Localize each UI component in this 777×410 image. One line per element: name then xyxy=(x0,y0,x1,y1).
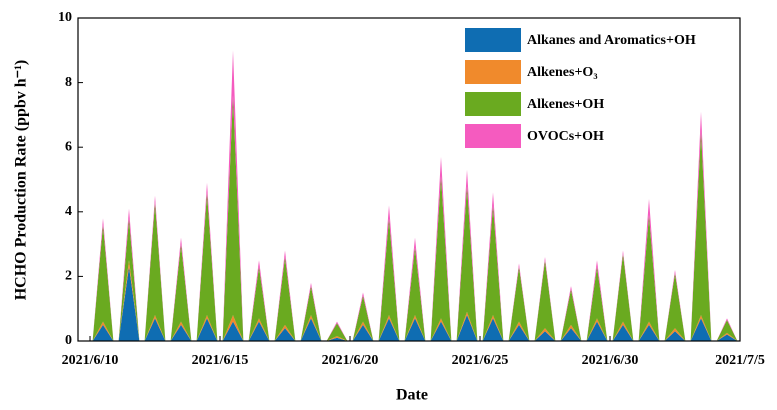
area-segment xyxy=(274,257,296,341)
area-segment xyxy=(144,202,166,341)
area-segment xyxy=(690,318,712,341)
legend-label: OVOCs+OH xyxy=(527,129,604,144)
area-segment xyxy=(404,247,426,341)
area-segment xyxy=(92,224,114,341)
area-segment xyxy=(638,324,660,341)
y-tick-label: 0 xyxy=(65,333,72,348)
area-segment xyxy=(612,253,634,341)
area-segment xyxy=(300,318,322,341)
area-segment xyxy=(274,328,296,341)
area-segment xyxy=(534,328,556,341)
area-segment xyxy=(248,321,270,341)
area-segment xyxy=(664,331,686,341)
area-segment xyxy=(456,185,478,341)
area-segment xyxy=(118,218,140,341)
y-axis-title: HCHO Production Rate (ppbv h⁻¹) xyxy=(13,60,30,301)
y-tick-label: 2 xyxy=(65,269,72,284)
x-tick-label: 2021/6/20 xyxy=(322,353,379,368)
area-segment xyxy=(92,324,114,341)
area-segment xyxy=(534,331,556,341)
x-axis-title: Date xyxy=(396,387,428,404)
area-segment xyxy=(508,324,530,341)
area-segment xyxy=(664,328,686,341)
legend-label: Alkenes+O₃ xyxy=(527,65,598,80)
area-segment xyxy=(690,131,712,341)
x-tick-label: 2021/7/5 xyxy=(715,353,765,368)
area-segment xyxy=(716,320,738,341)
area-segment xyxy=(560,289,582,341)
area-segment xyxy=(352,324,374,341)
area-segment xyxy=(196,318,218,341)
area-segment xyxy=(404,318,426,341)
area-segment xyxy=(482,205,504,341)
area-segment xyxy=(144,318,166,341)
area-segment xyxy=(196,192,218,341)
area-segment xyxy=(352,295,374,341)
area-segment xyxy=(378,218,400,341)
area-segment xyxy=(716,334,738,341)
legend-swatch xyxy=(465,28,521,52)
y-tick-label: 4 xyxy=(65,204,72,219)
area-segment xyxy=(222,321,244,341)
x-tick-label: 2021/6/30 xyxy=(582,353,639,368)
area-segment xyxy=(170,244,192,341)
area-segment xyxy=(508,266,530,341)
area-segment xyxy=(534,260,556,341)
legend-label: Alkenes+OH xyxy=(527,97,604,112)
plot-frame xyxy=(77,17,741,342)
area-segment xyxy=(222,95,244,342)
area-segment xyxy=(586,266,608,341)
y-tick-label: 8 xyxy=(65,75,72,90)
area-segment xyxy=(430,176,452,341)
area-segment xyxy=(248,266,270,341)
area-segment xyxy=(170,324,192,341)
x-tick-label: 2021/6/10 xyxy=(62,353,119,368)
area-segment xyxy=(326,337,348,341)
area-segment xyxy=(118,266,140,341)
area-segment xyxy=(482,318,504,341)
y-tick-label: 10 xyxy=(58,10,72,25)
area-segment xyxy=(456,315,478,341)
legend-swatch xyxy=(465,124,521,148)
area-segment xyxy=(664,273,686,341)
area-segment xyxy=(430,321,452,341)
area-segment xyxy=(560,328,582,341)
area-segment xyxy=(326,336,348,341)
area-segment xyxy=(222,315,244,341)
legend-swatch xyxy=(465,60,521,84)
area-segment xyxy=(300,286,322,341)
legend-label: Alkanes and Aromatics+OH xyxy=(527,33,696,48)
area-segment xyxy=(716,332,738,341)
area-segment xyxy=(586,321,608,341)
area-segment xyxy=(326,323,348,341)
x-tick-label: 2021/6/15 xyxy=(192,353,249,368)
area-segment xyxy=(612,324,634,341)
x-tick-label: 2021/6/25 xyxy=(452,353,509,368)
area-segment xyxy=(638,215,660,341)
area-segment xyxy=(378,318,400,341)
y-tick-label: 6 xyxy=(65,139,72,154)
legend-swatch xyxy=(465,92,521,116)
